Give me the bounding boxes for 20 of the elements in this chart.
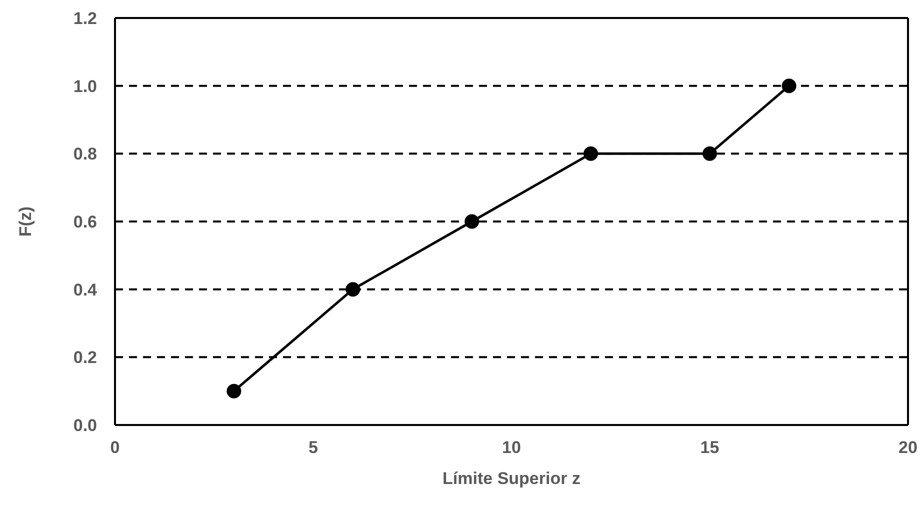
y-tick-label: 0.0 — [73, 416, 97, 436]
point — [464, 214, 480, 229]
x-tick-label: 10 — [502, 438, 521, 458]
y-tick-label: 0.8 — [73, 144, 97, 164]
x-tick-label: 5 — [308, 438, 318, 458]
y-axis-title: F(z) — [16, 206, 36, 237]
point — [346, 282, 360, 297]
point — [226, 384, 242, 398]
x-tick-label: 20 — [898, 438, 918, 458]
y-tick-label: 0.6 — [73, 212, 97, 232]
y-tick-label: 0.4 — [73, 280, 98, 300]
y-tick-label: 0.2 — [73, 348, 97, 368]
point — [584, 146, 598, 161]
point — [702, 146, 717, 161]
x-tick-label: 15 — [700, 438, 720, 458]
point — [782, 78, 796, 94]
x-axis-title: Límite Superior z — [442, 469, 580, 488]
x-tick-label: 0 — [110, 438, 120, 458]
y-tick-label: 1.2 — [73, 9, 97, 28]
y-tick-label: 1.0 — [73, 76, 97, 96]
